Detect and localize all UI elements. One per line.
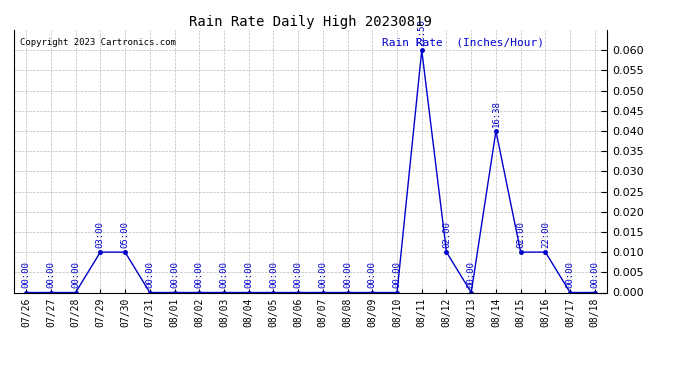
Text: 05:00: 05:00 <box>121 221 130 248</box>
Text: 16:38: 16:38 <box>491 100 500 127</box>
Text: 00:00: 00:00 <box>591 261 600 288</box>
Text: 00:00: 00:00 <box>71 261 80 288</box>
Text: 00:00: 00:00 <box>368 261 377 288</box>
Text: 00:00: 00:00 <box>393 261 402 288</box>
Text: 00:00: 00:00 <box>244 261 253 288</box>
Text: 00:00: 00:00 <box>466 261 475 288</box>
Text: 00:00: 00:00 <box>318 261 327 288</box>
Text: 02:00: 02:00 <box>516 221 525 248</box>
Text: 00:00: 00:00 <box>269 261 278 288</box>
Text: 00:00: 00:00 <box>566 261 575 288</box>
Text: 00:00: 00:00 <box>146 261 155 288</box>
Text: 02:00: 02:00 <box>442 221 451 248</box>
Text: 03:00: 03:00 <box>96 221 105 248</box>
Text: 22:00: 22:00 <box>541 221 550 248</box>
Text: 00:00: 00:00 <box>195 261 204 288</box>
Text: 00:00: 00:00 <box>294 261 303 288</box>
Text: 00:00: 00:00 <box>21 261 30 288</box>
Title: Rain Rate Daily High 20230819: Rain Rate Daily High 20230819 <box>189 15 432 29</box>
Text: 00:00: 00:00 <box>46 261 55 288</box>
Text: 00:00: 00:00 <box>343 261 352 288</box>
Text: Rain Rate  (Inches/Hour): Rain Rate (Inches/Hour) <box>382 38 544 48</box>
Text: 22:50: 22:50 <box>417 19 426 46</box>
Text: Copyright 2023 Cartronics.com: Copyright 2023 Cartronics.com <box>20 38 176 47</box>
Text: 00:00: 00:00 <box>219 261 228 288</box>
Text: 00:00: 00:00 <box>170 261 179 288</box>
